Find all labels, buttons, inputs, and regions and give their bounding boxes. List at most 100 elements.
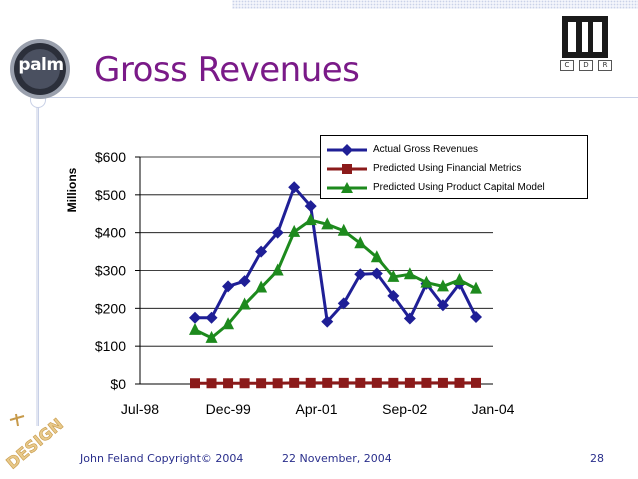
data-point bbox=[337, 223, 350, 236]
data-point bbox=[304, 213, 317, 226]
chart-legend: Actual Gross Revenues Predicted Using Fi… bbox=[320, 135, 588, 199]
legend-swatch-actual-icon bbox=[327, 143, 367, 156]
series-line bbox=[195, 184, 478, 325]
y-tick-label: $200 bbox=[95, 300, 126, 316]
legend-swatch-financial-icon bbox=[327, 163, 367, 174]
data-point bbox=[355, 377, 366, 388]
data-point bbox=[304, 200, 317, 213]
data-point bbox=[256, 378, 267, 389]
data-point bbox=[189, 311, 201, 324]
cdr-letter: C bbox=[560, 60, 574, 71]
legend-swatch-capital-icon bbox=[327, 181, 367, 193]
data-point bbox=[354, 236, 367, 249]
data-point bbox=[206, 378, 217, 389]
data-point bbox=[205, 330, 218, 343]
data-point bbox=[321, 315, 334, 328]
guide-line-vertical bbox=[38, 96, 39, 426]
x-tick-label: Sep-02 bbox=[382, 401, 427, 417]
legend-label: Predicted Using Product Capital Model bbox=[373, 182, 545, 193]
x-tick-label: Jul-98 bbox=[121, 401, 159, 417]
cdr-letter: D bbox=[579, 60, 593, 71]
data-point bbox=[222, 317, 235, 330]
x-tick-label: Apr-01 bbox=[295, 401, 337, 417]
data-point bbox=[271, 263, 284, 276]
data-point bbox=[404, 377, 415, 388]
legend-label: Predicted Using Financial Metrics bbox=[373, 163, 522, 174]
data-point bbox=[271, 226, 284, 239]
data-point bbox=[387, 269, 400, 282]
y-tick-label: $300 bbox=[95, 263, 126, 279]
x-tick-label: Jan-04 bbox=[472, 401, 515, 417]
design-logo-icon: DESIGN bbox=[2, 413, 67, 473]
data-point bbox=[436, 279, 449, 292]
legend-item: Predicted Using Financial Metrics bbox=[327, 159, 587, 178]
x-tick-label: Dec-99 bbox=[206, 401, 251, 417]
data-point bbox=[471, 377, 481, 388]
cdr-logo-letters: C D R bbox=[560, 60, 612, 71]
data-point bbox=[470, 311, 482, 324]
data-point bbox=[453, 272, 466, 285]
data-point bbox=[337, 297, 350, 310]
y-tick-label: $0 bbox=[110, 376, 126, 392]
design-logo-text: DESIGN bbox=[2, 414, 66, 472]
data-point bbox=[454, 377, 465, 388]
data-point bbox=[370, 250, 383, 263]
data-point bbox=[289, 377, 300, 388]
y-tick-label: $400 bbox=[95, 225, 126, 241]
data-point bbox=[223, 378, 234, 389]
data-point bbox=[321, 217, 334, 230]
left-decor-band bbox=[36, 96, 39, 426]
data-point bbox=[354, 268, 367, 281]
data-point bbox=[436, 299, 449, 312]
y-tick-label: $100 bbox=[95, 338, 126, 354]
chart-series bbox=[189, 181, 482, 389]
legend-item: Predicted Using Product Capital Model bbox=[327, 178, 587, 197]
series-group bbox=[189, 181, 482, 328]
guide-line-horizontal bbox=[38, 97, 638, 98]
data-point bbox=[421, 377, 432, 388]
data-point bbox=[338, 377, 349, 388]
series-group bbox=[190, 377, 481, 389]
cdr-letter: R bbox=[598, 60, 612, 71]
y-axis-label: Millions bbox=[65, 167, 79, 212]
data-point bbox=[190, 378, 200, 389]
cdr-logo-icon bbox=[562, 16, 608, 58]
data-point bbox=[371, 377, 382, 388]
data-point bbox=[205, 311, 218, 324]
data-point bbox=[239, 378, 250, 389]
top-dotted-band bbox=[232, 0, 638, 9]
data-point bbox=[387, 289, 400, 302]
series-line bbox=[194, 218, 477, 340]
data-point bbox=[288, 224, 301, 237]
series-group bbox=[189, 213, 482, 343]
data-point bbox=[420, 275, 433, 288]
data-point bbox=[288, 181, 301, 194]
data-point bbox=[403, 312, 416, 325]
data-point bbox=[403, 267, 416, 280]
data-point bbox=[322, 377, 333, 388]
data-point bbox=[255, 280, 268, 293]
data-point bbox=[238, 297, 251, 310]
x-tick-labels: Jul-98 Dec-99 Apr-01 Sep-02 Jan-04 bbox=[121, 401, 515, 417]
y-tick-label: $500 bbox=[95, 187, 126, 203]
data-point bbox=[470, 281, 482, 294]
data-point bbox=[437, 377, 448, 388]
data-point bbox=[305, 377, 316, 388]
palm-logo-icon bbox=[10, 39, 70, 99]
data-point bbox=[255, 245, 268, 258]
data-point bbox=[272, 378, 283, 389]
y-tick-labels: $0 $100 $200 $300 $400 $500 $600 bbox=[95, 149, 126, 392]
footer-copyright: John Feland Copyright© 2004 bbox=[80, 452, 244, 465]
palm-logo-text: palm bbox=[18, 55, 64, 75]
footer-date: 22 November, 2004 bbox=[282, 452, 392, 465]
y-tick-label: $600 bbox=[95, 149, 126, 165]
data-point bbox=[388, 377, 399, 388]
data-point bbox=[370, 267, 383, 280]
page-number: 28 bbox=[590, 452, 604, 465]
slide-title: Gross Revenues bbox=[94, 50, 360, 90]
data-point bbox=[189, 322, 201, 335]
data-point bbox=[238, 275, 251, 288]
data-point bbox=[222, 280, 235, 293]
legend-item: Actual Gross Revenues bbox=[327, 140, 587, 159]
